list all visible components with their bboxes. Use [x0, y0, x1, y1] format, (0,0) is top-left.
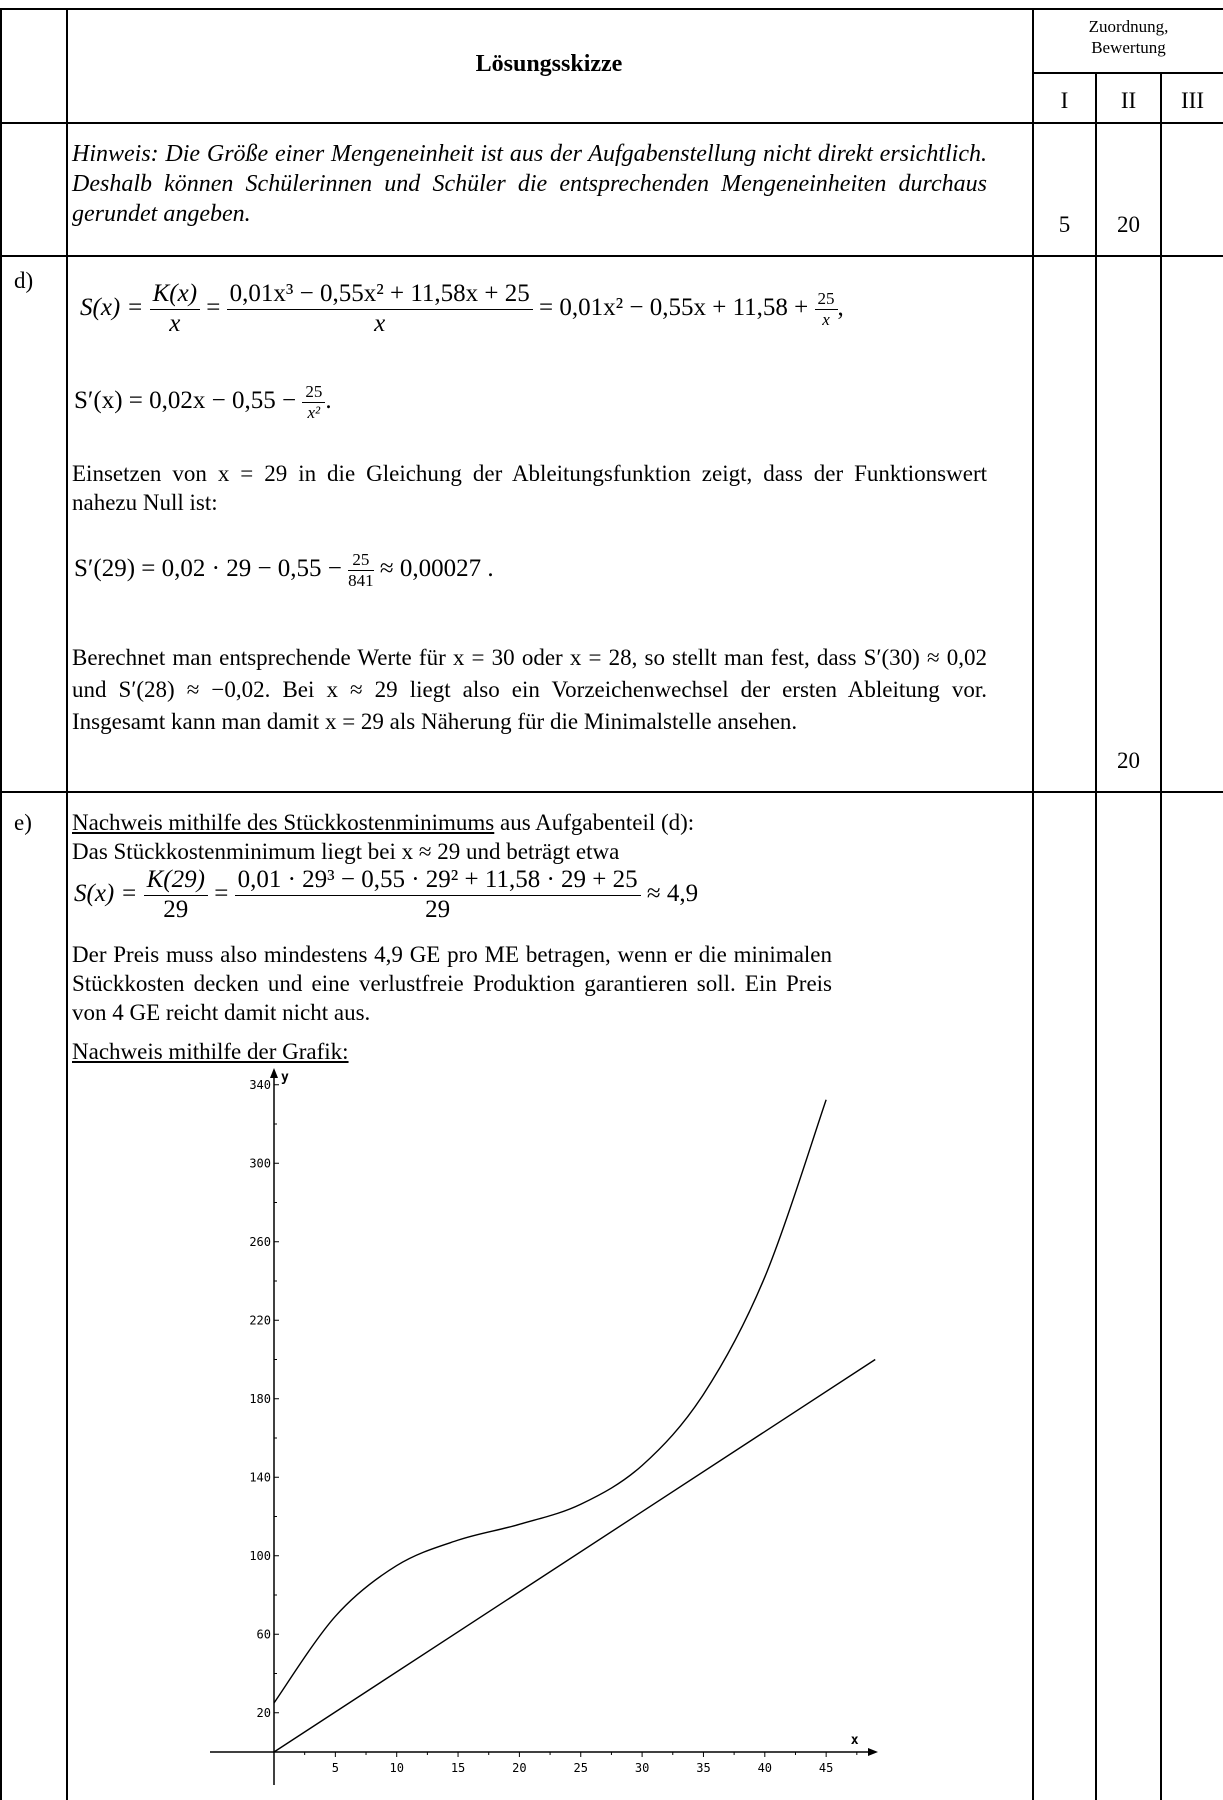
y-axis-label: y	[281, 1070, 289, 1085]
part-d-equation-3: S′(29) = 0,02 · 29 − 0,55 − 25 841 ≈ 0,00…	[74, 550, 494, 590]
header-title: Lösungsskizze	[475, 51, 623, 77]
part-d-equation-1: S(x) = K(x) x = 0,01x³ − 0,55x² + 11,58x …	[80, 280, 844, 337]
x-axis-arrow	[868, 1748, 878, 1756]
y-tick-label: 260	[249, 1235, 271, 1249]
part-d-equation-2: S′(x) = 0,02x − 0,55 − 25 x².	[74, 382, 332, 422]
hint-score-I: 5	[1058, 212, 1071, 237]
label-column-border	[66, 8, 68, 1800]
x-tick-label: 20	[512, 1761, 526, 1775]
x-tick-label: 10	[389, 1761, 403, 1775]
header-col-III: III	[1181, 88, 1204, 113]
y-tick-label: 20	[257, 1706, 271, 1720]
x-tick-label: 40	[758, 1761, 772, 1775]
hint-score-II: 20	[1117, 212, 1140, 237]
score-subheader-border	[1032, 72, 1223, 74]
y-tick-label: 300	[249, 1156, 271, 1170]
col-II-III-border	[1160, 72, 1162, 1800]
hint-row-bottom-border	[0, 255, 1223, 257]
header-bottom-border	[0, 122, 1223, 124]
header-col-I: I	[1060, 88, 1069, 113]
part-e-label: e)	[14, 810, 32, 835]
series-line-1	[273, 1099, 827, 1704]
series-line-2	[273, 1358, 876, 1753]
content-column-border	[1032, 8, 1034, 1800]
y-axis-arrow	[270, 1068, 278, 1078]
part-e-line-2: Das Stückkostenminimum liegt bei x ≈ 29 …	[72, 839, 620, 864]
part-e-heading-2: Nachweis mithilfe der Grafik:	[72, 1039, 349, 1064]
part-d-text-2: Berechnet man entsprechende Werte für x …	[72, 645, 987, 734]
table-left-border	[0, 8, 2, 1800]
y-tick-label: 220	[249, 1313, 271, 1327]
hint-text: Hinweis: Die Größe einer Mengeneinheit i…	[72, 141, 987, 227]
x-tick-label: 25	[574, 1761, 588, 1775]
x-tick-label: 45	[819, 1761, 833, 1775]
y-tick-label: 100	[249, 1549, 271, 1563]
x-axis-label: x	[851, 1733, 859, 1748]
y-tick-label: 340	[249, 1078, 271, 1092]
table-top-border	[0, 8, 1223, 10]
header-col-II: II	[1120, 88, 1137, 113]
part-e-equation: S(x) = K(29) 29 = 0,01 · 29³ − 0,55 · 29²…	[74, 866, 699, 923]
x-tick-label: 15	[451, 1761, 465, 1775]
y-tick-label: 60	[257, 1627, 271, 1641]
part-d-text-1: Einsetzen von x = 29 in die Gleichung de…	[72, 461, 987, 515]
x-tick-label: 5	[332, 1761, 339, 1775]
col-I-II-border	[1095, 72, 1097, 1800]
part-e-heading-1: Nachweis mithilfe des Stückkostenminimum…	[72, 810, 695, 835]
x-tick-label: 35	[696, 1761, 710, 1775]
x-tick-label: 30	[635, 1761, 649, 1775]
y-tick-label: 180	[249, 1392, 271, 1406]
part-d-row-bottom-border	[0, 791, 1223, 793]
header-zuordnung: Zuordnung, Bewertung	[1088, 17, 1169, 57]
part-d-score-II: 20	[1117, 748, 1140, 773]
y-tick-label: 140	[249, 1470, 271, 1484]
part-e-text: Der Preis muss also mindestens 4,9 GE pr…	[72, 942, 832, 1025]
part-d-label: d)	[14, 268, 34, 293]
